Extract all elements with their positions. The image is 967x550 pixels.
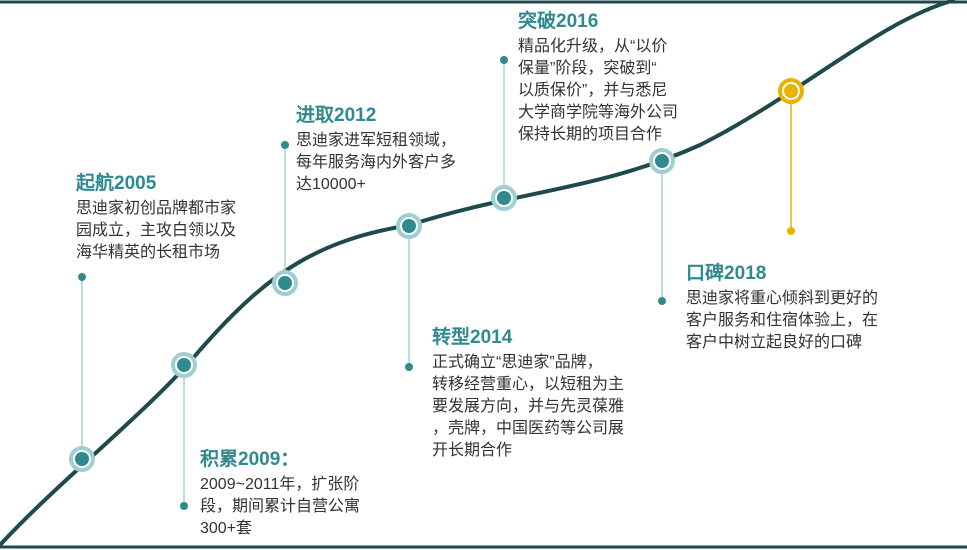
milestone-title: 口碑2018 [686,263,767,284]
milestone-line: 正式确立“思迪家”品牌， [432,354,603,371]
milestone-description: 思迪家进军短租领域， 每年服务海内外客户多 达10000+ [296,130,456,196]
milestone-line: 2009~2011年，扩张阶 [200,476,360,493]
milestone-line: 思迪家初创品牌都市家 [76,200,237,217]
milestone-line: 以质保价”，并与悉尼 [518,82,668,99]
milestone-line: 保持长期的项目合作 [518,126,663,143]
milestone-2005: 起航2005 思迪家初创品牌都市家 园成立，主攻白领以及 海华精英的长租市场 [76,172,236,264]
node-highlight [778,78,804,104]
milestone-description: 正式确立“思迪家”品牌， 转移经营重心，以短租为主 要发展方向，并与先灵葆雅 ，… [432,352,624,462]
milestone-line: 大学商学院等海外公司 [518,104,679,121]
milestone-title: 起航2005 [76,173,157,194]
milestone-line: 要发展方向，并与先灵葆雅 [432,398,625,415]
milestone-line: 精品化升级，从“以价 [518,38,668,55]
milestone-line: 思迪家将重心倾斜到更好的 [686,290,879,307]
milestone-line: 客户服务和住宿体验上，在 [686,312,879,329]
milestone-title: 转型2014 [432,327,513,348]
milestone-line: 转移经营重心，以短租为主 [432,376,625,393]
milestone-2018: 口碑2018 思迪家将重心倾斜到更好的 客户服务和住宿体验上，在 客户中树立起良… [686,262,878,354]
milestone-line: 达10000+ [296,176,366,193]
milestone-description: 精品化升级，从“以价 保量”阶段，突破到“ 以质保价”，并与悉尼 大学商学院等海… [518,36,678,146]
node-2016 [491,185,517,211]
milestone-line: 开长期合作 [432,442,513,459]
milestone-line: 300+套 [200,520,253,537]
milestone-2009: 积累2009： 2009~2011年，扩张阶 段，期间累计自营公寓 300+套 [200,448,360,540]
end-dot-2016 [500,56,508,64]
node-2012 [272,270,298,296]
milestone-line: 海华精英的长租市场 [76,244,221,261]
milestone-title: 突破2016 [518,11,599,32]
end-dot-2018 [658,297,666,305]
node-2014 [396,213,422,239]
end-dot-2009 [180,502,188,510]
milestone-line: 客户中树立起良好的口碑 [686,334,863,351]
milestone-2016: 突破2016 精品化升级，从“以价 保量”阶段，突破到“ 以质保价”，并与悉尼 … [518,10,678,146]
milestone-2012: 进取2012 思迪家进军短租领域， 每年服务海内外客户多 达10000+ [296,104,456,196]
milestone-line: ，壳牌，中国医药等公司展 [432,420,625,437]
milestone-title: 积累2009： [200,449,300,470]
milestone-line: 园成立，主攻白领以及 [76,222,237,239]
milestone-title: 进取2012 [296,105,377,126]
end-dot-2014 [405,363,413,371]
milestone-description: 2009~2011年，扩张阶 段，期间累计自营公寓 300+套 [200,474,360,540]
milestone-line: 段，期间累计自营公寓 [200,498,361,515]
node-2018 [649,148,675,174]
milestone-line: 思迪家进军短租领域， [296,132,457,149]
node-2009 [171,352,197,378]
end-dot-2012 [281,141,289,149]
milestone-2014: 转型2014 正式确立“思迪家”品牌， 转移经营重心，以短租为主 要发展方向，并… [432,326,624,462]
milestone-line: 保量”阶段，突破到“ [518,60,657,77]
milestone-line: 每年服务海内外客户多 [296,154,457,171]
end-dot-highlight [787,227,795,235]
milestone-description: 思迪家将重心倾斜到更好的 客户服务和住宿体验上，在 客户中树立起良好的口碑 [686,288,878,354]
milestone-description: 思迪家初创品牌都市家 园成立，主攻白领以及 海华精英的长租市场 [76,198,236,264]
node-2005 [69,446,95,472]
end-dot-2005 [78,273,86,281]
